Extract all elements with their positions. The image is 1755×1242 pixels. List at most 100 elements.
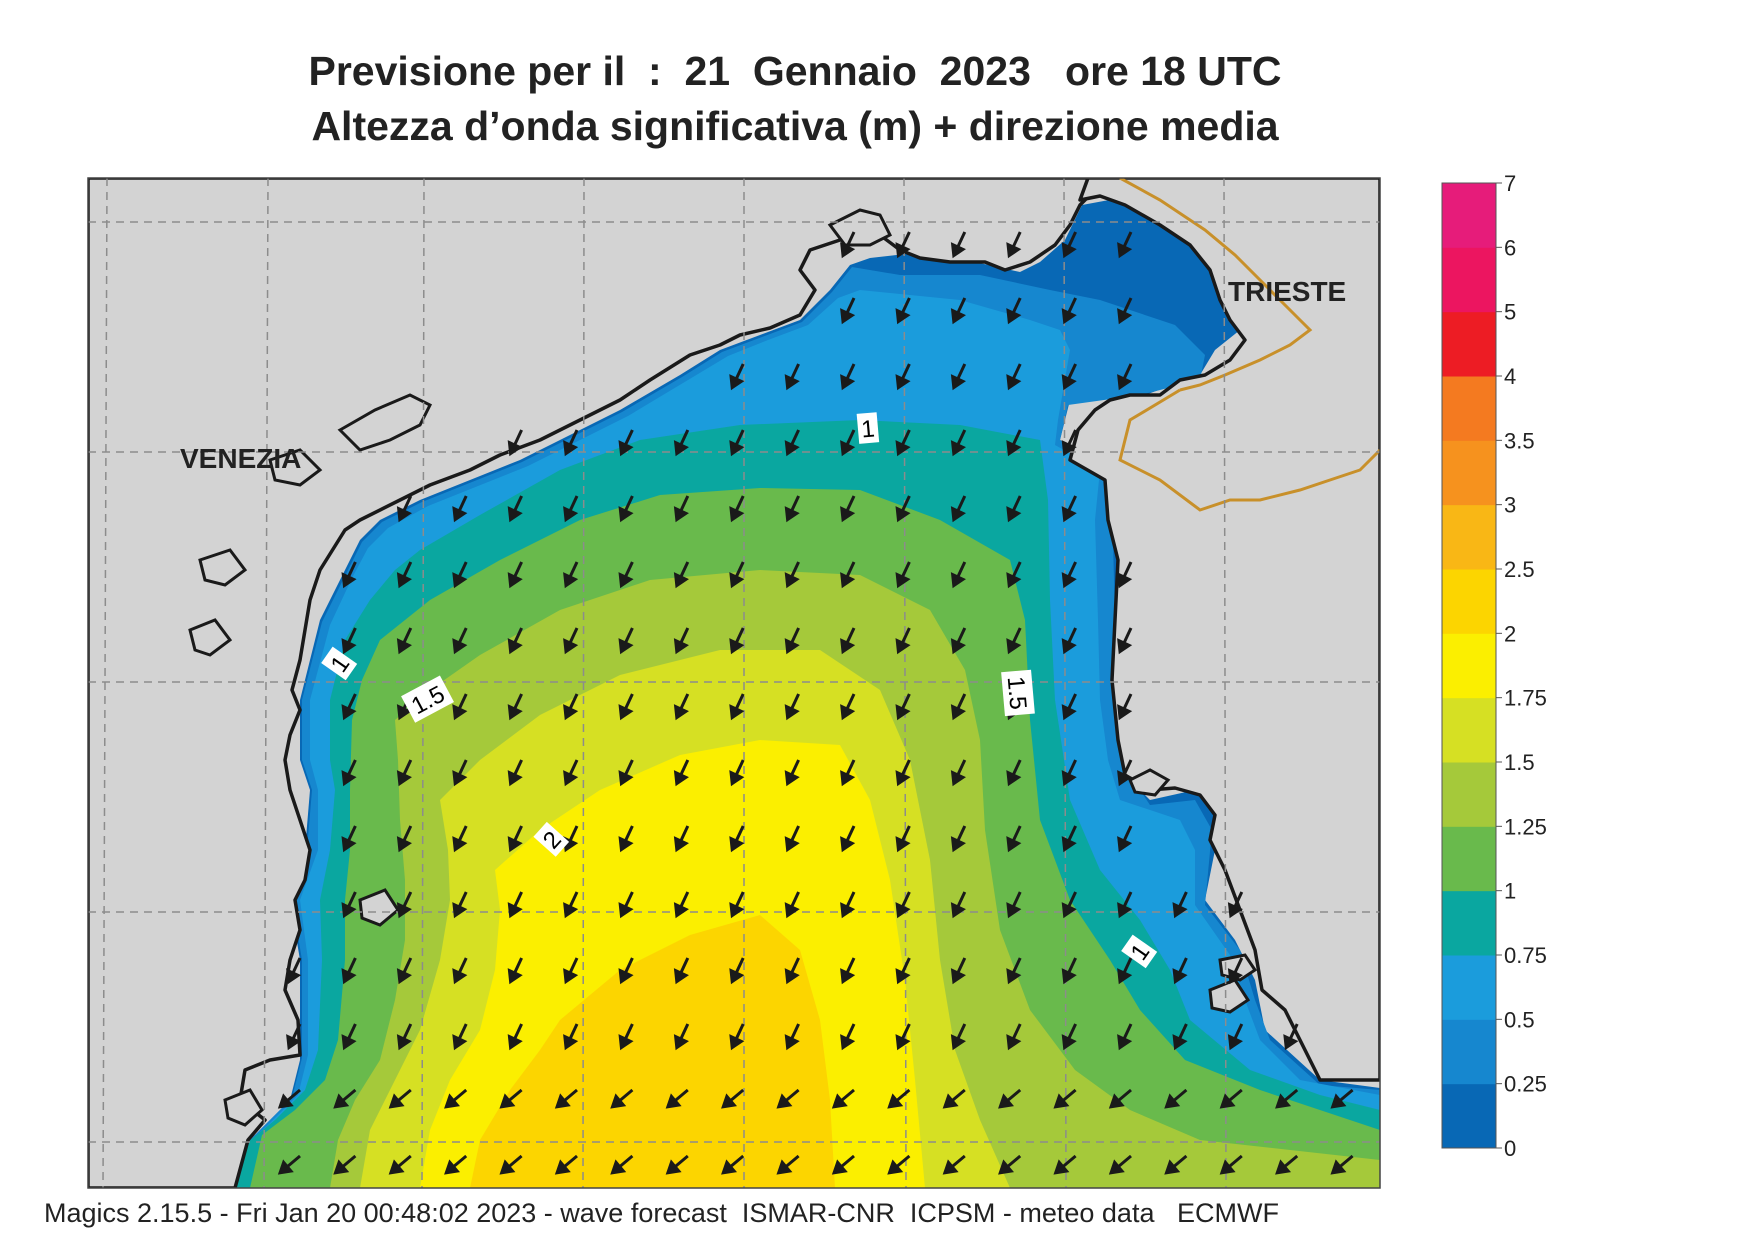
arrow-head [1219,1093,1236,1109]
arrow-head [396,506,412,523]
arrow-head [563,638,579,655]
arrow-head [452,572,468,589]
arrow-head [1061,440,1077,457]
arrow-head [1006,836,1022,853]
contour-label: 1.5 [1001,669,1035,717]
arrow-head [1117,1034,1133,1051]
arrow-head [1006,968,1022,985]
arrow-head [452,704,468,721]
arrow-head [1006,506,1022,523]
arrow-head [610,1159,627,1175]
arrow-head [341,572,357,589]
arrow-head [507,572,523,589]
arrow-head [1172,968,1188,985]
legend-swatch [1442,826,1496,892]
legend-tick-label: 3 [1504,493,1516,518]
arrow-head [563,968,579,985]
arrow-head [507,440,523,457]
arrow-head [729,374,745,391]
arrow-head [452,1034,468,1051]
arrow-head [673,1034,689,1051]
arrow-head [341,1034,357,1051]
arrow-head [895,902,911,919]
arrow-head [887,1093,904,1109]
arrow-head [895,1034,911,1051]
graticule [88,178,1380,1188]
arrow-head [665,1159,682,1175]
arrow-head [507,902,523,919]
arrow-head [729,440,745,457]
arrow-head [729,836,745,853]
island-7 [358,888,400,927]
map-frame [87,177,1381,1189]
arrow-head [840,572,856,589]
arrow-head [895,440,911,457]
arrow-head [950,506,966,523]
arrow-head [333,1093,350,1109]
arrow-head [784,968,800,985]
arrow-head [729,638,745,655]
arrow-head [831,1159,848,1175]
arrow-head [840,902,856,919]
arrow-head [1172,1034,1188,1051]
arrow-head [950,968,966,985]
arrow-head [840,440,856,457]
arrow-head [1006,902,1022,919]
arrow-head [721,1093,738,1109]
island-venice-lagoon [337,393,433,452]
arrow-head [610,1093,627,1109]
arrow-head [1117,968,1133,985]
arrow-head [618,968,634,985]
arrow-head [950,704,966,721]
arrow-head [1061,242,1077,259]
arrow-head [1061,968,1077,985]
legend-swatch [1442,311,1496,377]
arrow-head [950,836,966,853]
legend-tick-label: 1.25 [1504,814,1547,839]
arrow-head [618,704,634,721]
arrow-head [452,638,468,655]
arrow-head [396,968,412,985]
island-6 [223,1088,264,1127]
arrow-head [1006,638,1022,655]
arrow-head [784,506,800,523]
arrow-head [784,374,800,391]
island-8 [1128,768,1171,797]
legend-tick-label: 6 [1504,235,1516,260]
arrow-head [840,968,856,985]
legend-tick-label: 0.5 [1504,1007,1535,1032]
legend-swatch [1442,890,1496,956]
arrow-head [895,242,911,259]
legend-tick-label: 4 [1504,364,1516,389]
arrow-head [784,836,800,853]
arrow-head [784,1034,800,1051]
arrow-head [950,308,966,325]
legend-tick-label: 2.5 [1504,557,1535,582]
arrow-head [831,1093,848,1109]
arrow-head [396,770,412,787]
arrow-head [673,968,689,985]
arrow-head [277,1093,294,1109]
legend-swatch [1442,247,1496,313]
arrow-head [452,968,468,985]
arrow-head [1330,1159,1347,1175]
arrow-head [507,770,523,787]
arrow-head [950,1034,966,1051]
arrow-head [895,836,911,853]
arrow-head [840,638,856,655]
arrow-head [1061,506,1077,523]
arrow-head [618,902,634,919]
arrow-head [563,704,579,721]
arrow-head [950,374,966,391]
arrow-head [1275,1093,1292,1109]
arrow-head [729,770,745,787]
arrow-head [1061,638,1077,655]
arrow-head [895,506,911,523]
legend-swatch [1442,440,1496,506]
arrow-head [507,704,523,721]
map-subtitle: Altezza d’onda significativa (m) + direz… [311,103,1279,149]
contour-label: 1 [1121,934,1158,969]
arrow-head [341,770,357,787]
arrow-head [1227,968,1243,985]
